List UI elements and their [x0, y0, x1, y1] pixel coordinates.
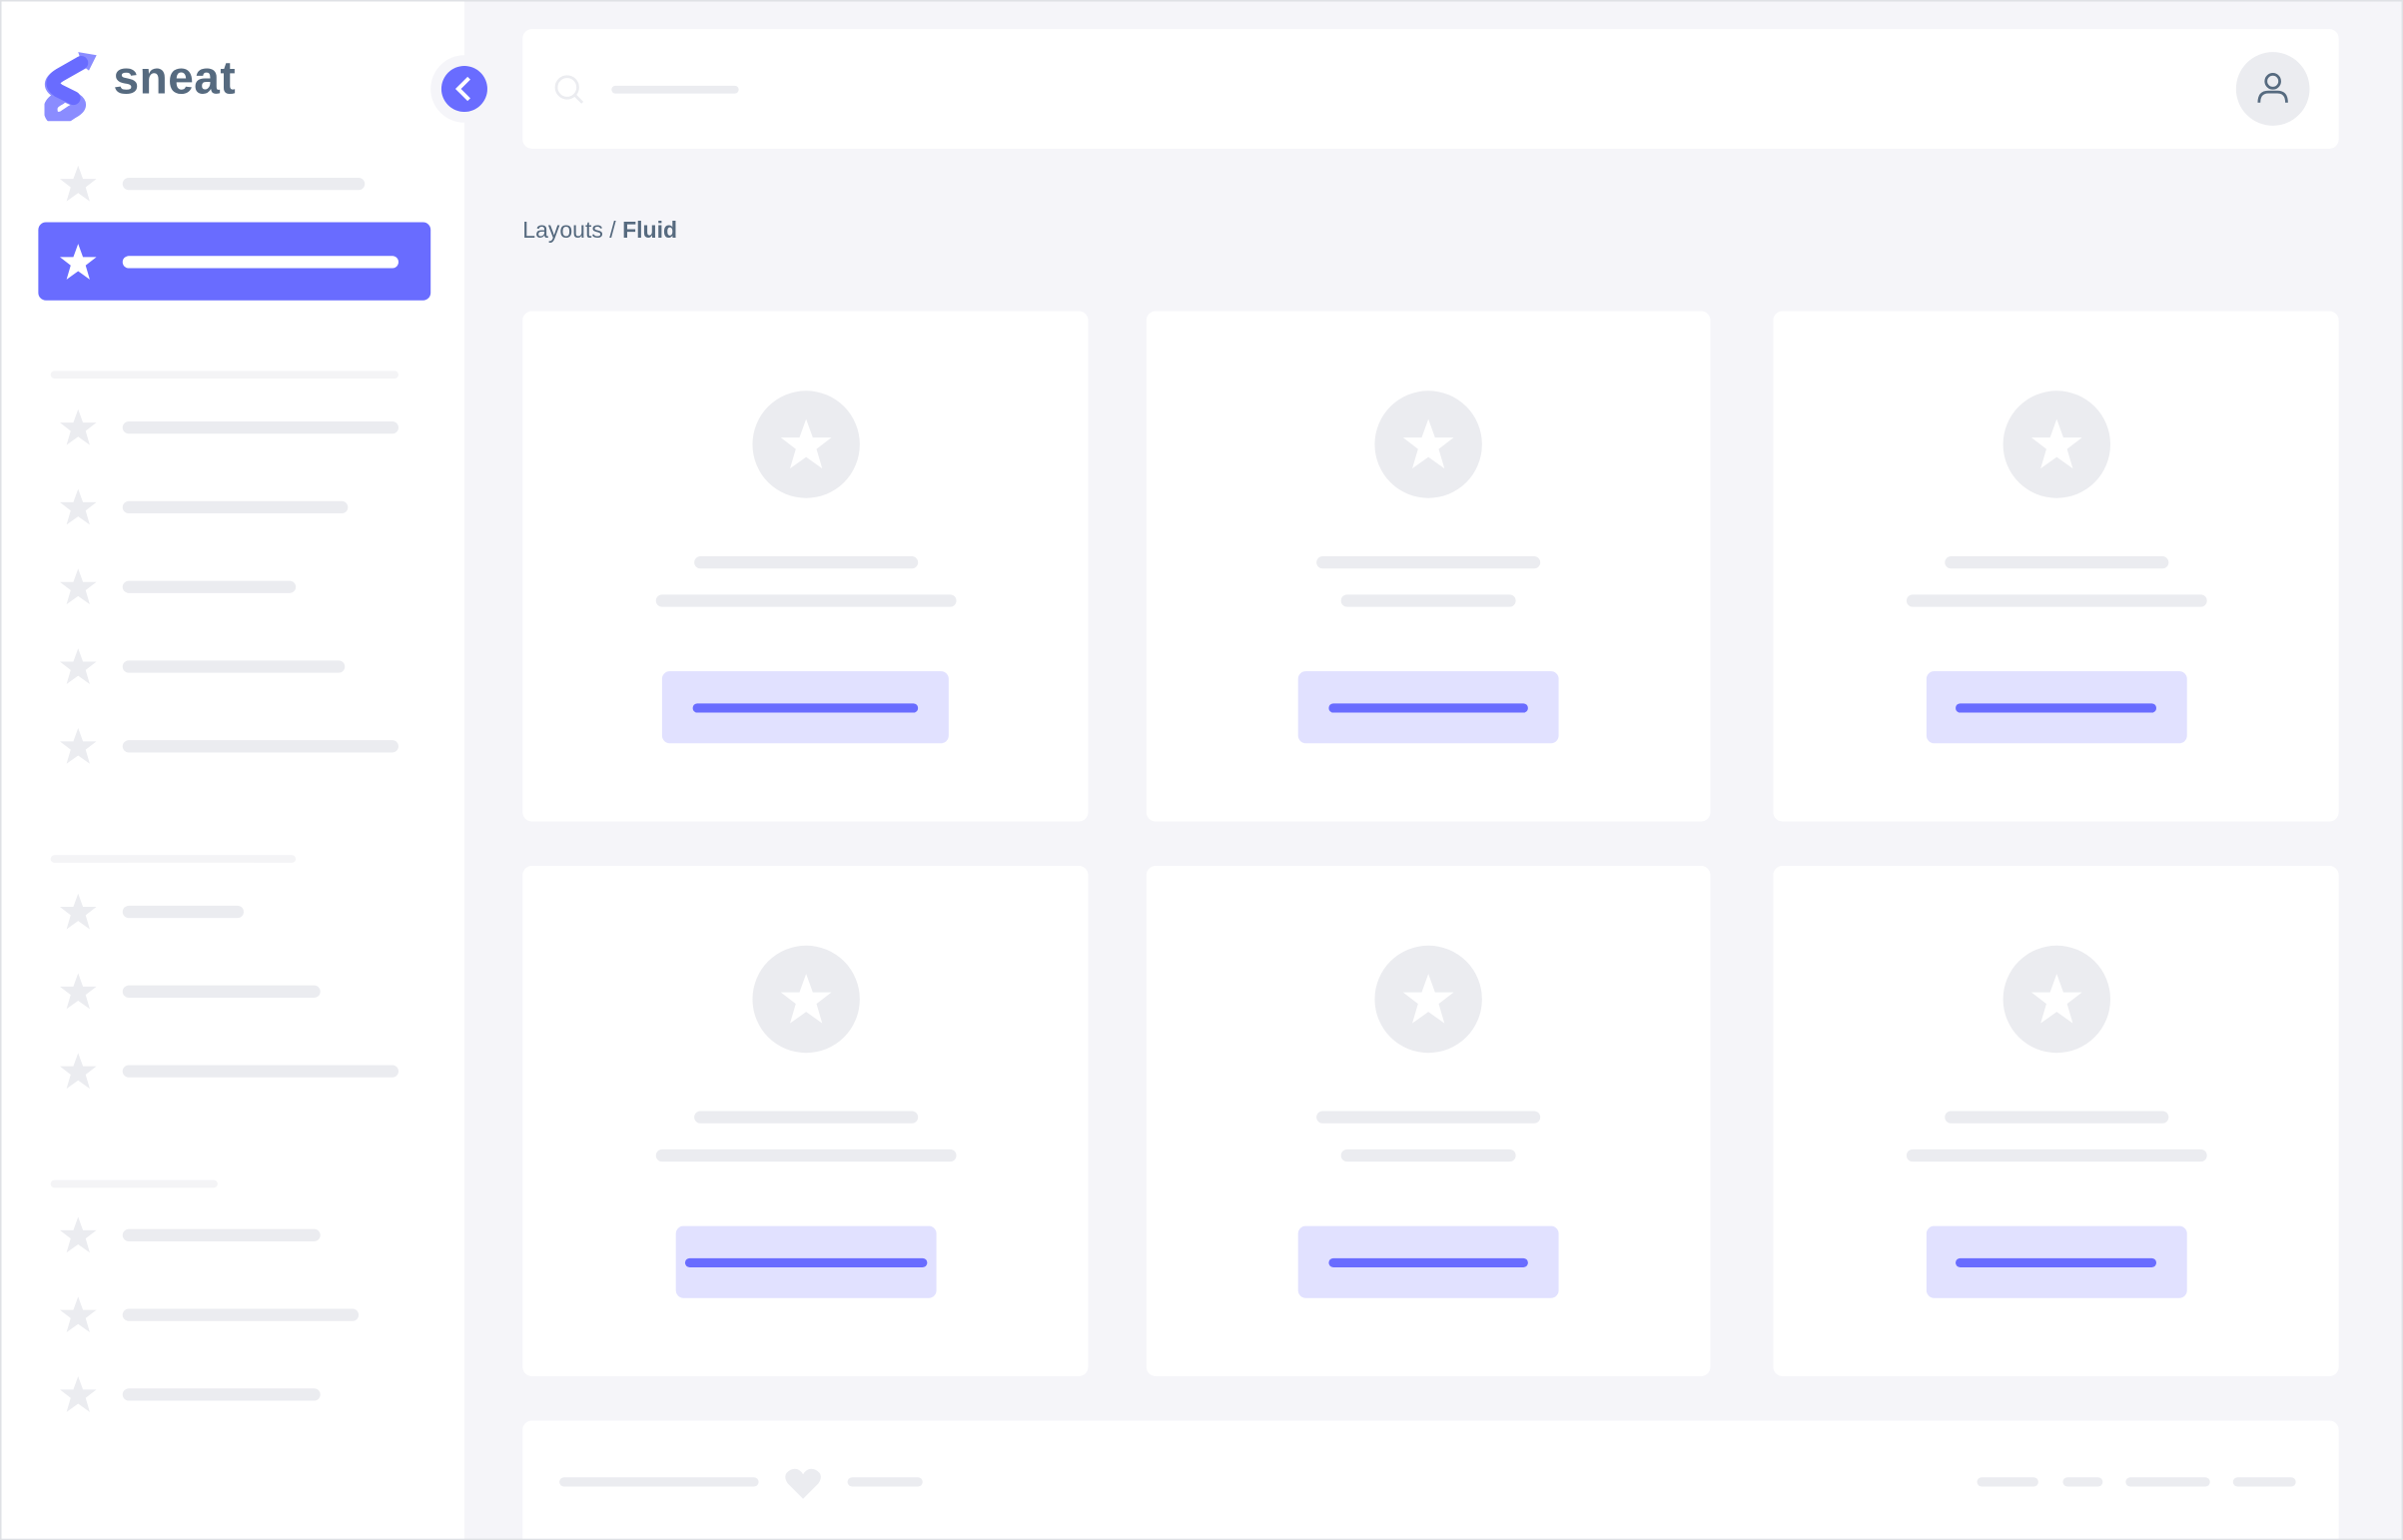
star-icon: [58, 487, 98, 527]
breadcrumb-current: Fluid: [622, 217, 678, 244]
star-icon: [778, 416, 833, 471]
card-avatar: [751, 390, 860, 498]
card-avatar: [1374, 390, 1482, 498]
card-button-label: [1328, 1257, 1528, 1268]
sidebar-item-1[interactable]: [122, 178, 366, 191]
card-text: [1340, 594, 1516, 607]
card-title: [1316, 556, 1541, 569]
card-text: [1906, 1149, 2206, 1162]
sidebar: sneat: [1, 1, 464, 1539]
star-icon: [58, 892, 98, 932]
footer-link[interactable]: [2232, 1477, 2296, 1487]
star-icon: [58, 1215, 98, 1255]
star-icon: [58, 407, 98, 447]
footer: [522, 1420, 2339, 1539]
navbar: [522, 29, 2339, 149]
card-button[interactable]: [1297, 1225, 1559, 1298]
card-avatar: [1374, 945, 1482, 1054]
card-title: [693, 1111, 918, 1124]
section-divider: [50, 1179, 218, 1188]
breadcrumb: Layouts / Fluid: [522, 218, 677, 244]
footer-link[interactable]: [2125, 1477, 2210, 1487]
sidebar-item-8[interactable]: [122, 985, 321, 998]
sneat-logo-icon: [43, 48, 100, 126]
content-card: [1773, 865, 2339, 1376]
content-card: [522, 311, 1089, 822]
star-icon: [2028, 416, 2083, 471]
card-button[interactable]: [1926, 1225, 2186, 1298]
card-button-label: [1956, 703, 2157, 713]
card-button[interactable]: [1297, 671, 1559, 744]
card-button-label: [692, 703, 919, 713]
star-icon: [58, 164, 98, 204]
star-icon: [58, 242, 98, 282]
card-button[interactable]: [661, 671, 949, 744]
brand-name: sneat: [113, 53, 237, 105]
star-icon: [58, 1374, 98, 1414]
card-avatar: [751, 945, 860, 1054]
sidebar-item-7[interactable]: [122, 905, 244, 919]
footer-link[interactable]: [1977, 1477, 2038, 1487]
chevron-left-icon: [440, 65, 487, 113]
footer-text: [559, 1477, 759, 1487]
sidebar-item-6[interactable]: [122, 740, 399, 753]
card-avatar: [2002, 390, 2110, 498]
section-divider: [50, 371, 399, 380]
user-icon: [2257, 73, 2288, 103]
card-button-label: [1328, 703, 1528, 713]
search-icon[interactable]: [553, 74, 587, 115]
sidebar-item-4[interactable]: [122, 580, 297, 593]
sidebar-item-label: [122, 256, 399, 269]
heart-icon: [783, 1467, 823, 1508]
sidebar-item-5[interactable]: [122, 660, 346, 673]
sidebar-item-12[interactable]: [122, 1388, 321, 1401]
star-icon: [1401, 972, 1456, 1027]
card-text: [654, 1149, 956, 1162]
card-title: [1944, 1111, 2168, 1124]
star-icon: [1401, 416, 1456, 471]
breadcrumb-parent[interactable]: Layouts: [522, 217, 603, 244]
card-button[interactable]: [1926, 671, 2186, 744]
search-input[interactable]: [611, 85, 739, 94]
footer-link[interactable]: [847, 1477, 923, 1487]
collapse-button[interactable]: [430, 55, 498, 123]
card-text: [654, 594, 956, 607]
content-card: [1146, 311, 1711, 822]
sidebar-item-11[interactable]: [122, 1308, 360, 1321]
content-card: [1773, 311, 2339, 822]
card-title: [693, 556, 918, 569]
sidebar-item-9[interactable]: [122, 1065, 399, 1078]
user-avatar[interactable]: [2235, 52, 2310, 126]
card-avatar: [2002, 945, 2110, 1054]
star-icon: [778, 972, 833, 1027]
breadcrumb-separator: /: [609, 217, 616, 244]
card-button-label: [684, 1257, 927, 1268]
card-title: [1316, 1111, 1541, 1124]
card-text: [1340, 1149, 1516, 1162]
footer-link[interactable]: [2062, 1477, 2103, 1487]
card-title: [1944, 556, 2168, 569]
sidebar-item-3[interactable]: [122, 500, 349, 514]
sidebar-item-active[interactable]: [38, 222, 431, 301]
section-divider: [50, 855, 297, 863]
card-button-label: [1956, 1257, 2157, 1268]
star-icon: [58, 647, 98, 687]
star-icon: [58, 726, 98, 766]
star-icon: [2028, 972, 2083, 1027]
content-card: [522, 865, 1089, 1376]
sidebar-item-2[interactable]: [122, 420, 399, 434]
star-icon: [58, 1052, 98, 1092]
sidebar-item-10[interactable]: [122, 1228, 321, 1241]
star-icon: [58, 972, 98, 1012]
card-button[interactable]: [674, 1225, 936, 1298]
card-text: [1906, 594, 2206, 607]
star-icon: [58, 1295, 98, 1335]
content-card: [1146, 865, 1711, 1376]
star-icon: [58, 567, 98, 607]
